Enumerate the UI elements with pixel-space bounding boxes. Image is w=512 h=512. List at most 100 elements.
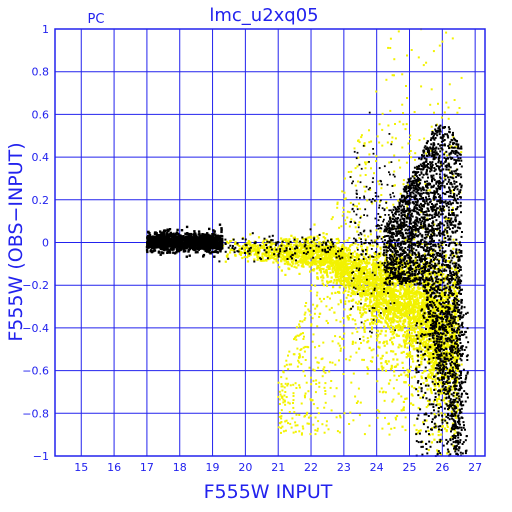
yellow-data-point [433, 333, 436, 336]
yellow-data-point [441, 40, 444, 43]
yellow-data-point [357, 300, 361, 303]
yellow-data-point [259, 246, 262, 250]
yellow-data-point [409, 351, 412, 354]
yellow-data-point [439, 322, 442, 325]
yellow-data-point [353, 279, 356, 282]
yellow-data-point [328, 370, 331, 373]
yellow-data-point [280, 269, 283, 272]
yellow-data-point [381, 427, 384, 430]
yellow-data-point [405, 352, 408, 356]
yellow-data-point [400, 297, 403, 300]
yellow-data-point [434, 351, 437, 355]
yellow-data-point [328, 242, 332, 245]
yellow-data-point [331, 258, 334, 262]
yellow-data-point [364, 174, 367, 176]
yellow-data-point [338, 280, 341, 283]
yellow-data-point [379, 357, 382, 360]
yellow-data-point [348, 236, 351, 240]
yellow-data-point [381, 317, 384, 320]
yellow-data-point [312, 379, 315, 382]
yellow-data-point [446, 452, 449, 455]
yellow-data-point [310, 383, 313, 386]
yellow-data-point [305, 413, 308, 416]
yellow-data-point [396, 299, 400, 302]
yellow-data-point [316, 429, 319, 432]
yellow-data-point [444, 278, 447, 281]
yellow-data-point [377, 345, 380, 348]
yellow-data-point [398, 120, 401, 123]
yellow-data-point [343, 255, 346, 258]
yellow-data-point [301, 432, 303, 435]
yellow-data-point [409, 365, 412, 368]
yellow-data-point [338, 286, 341, 289]
yellow-data-point [347, 317, 350, 320]
yellow-data-point [284, 251, 287, 254]
yellow-data-point [284, 403, 287, 406]
yellow-data-point [314, 346, 316, 349]
yellow-data-point [281, 389, 284, 392]
yellow-data-point [424, 369, 427, 372]
yellow-data-point [380, 272, 383, 275]
yellow-data-point [432, 329, 435, 333]
yellow-data-point [260, 245, 263, 248]
yellow-data-point [357, 261, 360, 264]
yellow-data-point [309, 244, 312, 247]
yellow-data-point [358, 279, 361, 282]
yellow-data-point [422, 312, 425, 315]
yellow-data-point [321, 253, 324, 256]
yellow-data-point [392, 290, 396, 293]
yellow-data-point [418, 306, 421, 309]
yellow-data-point [245, 251, 249, 254]
yellow-data-point [261, 241, 264, 244]
yellow-data-point [321, 259, 324, 262]
yellow-data-point [261, 259, 264, 262]
yellow-data-point [415, 264, 418, 267]
yellow-data-point [311, 251, 314, 254]
yellow-data-point [406, 303, 409, 306]
yellow-data-point [251, 249, 254, 252]
yellow-data-point [403, 288, 407, 291]
yellow-data-point [299, 261, 302, 264]
yellow-data-point [393, 282, 396, 285]
yellow-data-point [404, 416, 407, 419]
yellow-data-point [427, 330, 430, 333]
yellow-data-point [365, 265, 368, 268]
yellow-data-point [340, 282, 343, 286]
yellow-data-point [417, 56, 420, 59]
yellow-data-point [280, 415, 283, 418]
yellow-data-point [274, 255, 277, 258]
yellow-data-point [337, 263, 340, 266]
yellow-data-point [375, 333, 378, 336]
yellow-data-point [337, 268, 340, 271]
yellow-data-point [368, 284, 371, 287]
yellow-data-point [354, 301, 358, 304]
yellow-data-point [360, 315, 363, 318]
yellow-data-point [414, 306, 417, 309]
yellow-data-point [332, 286, 335, 289]
yellow-data-point [443, 413, 447, 416]
yellow-data-point [378, 302, 381, 305]
yellow-data-point [357, 156, 360, 159]
yellow-data-point [385, 78, 388, 81]
yellow-data-point [296, 424, 299, 427]
yellow-data-point [377, 255, 380, 258]
yellow-data-point [300, 248, 303, 251]
yellow-data-point [454, 290, 457, 293]
yellow-data-point [347, 300, 350, 303]
yellow-data-point [429, 354, 432, 358]
yellow-data-point [406, 288, 409, 292]
yellow-data-point [294, 430, 297, 433]
yellow-data-point [420, 339, 423, 342]
yellow-data-point [338, 272, 341, 275]
yellow-data-point [445, 101, 448, 104]
yellow-data-point [400, 345, 403, 348]
yellow-data-point [329, 386, 332, 389]
yellow-data-point [438, 44, 441, 47]
yellow-data-point [376, 303, 379, 307]
yellow-data-point [411, 357, 414, 360]
yellow-data-point [311, 247, 314, 250]
yellow-data-point [431, 345, 434, 348]
yellow-data-point [350, 218, 353, 221]
yellow-data-point [434, 362, 437, 365]
yellow-data-point [362, 259, 365, 262]
